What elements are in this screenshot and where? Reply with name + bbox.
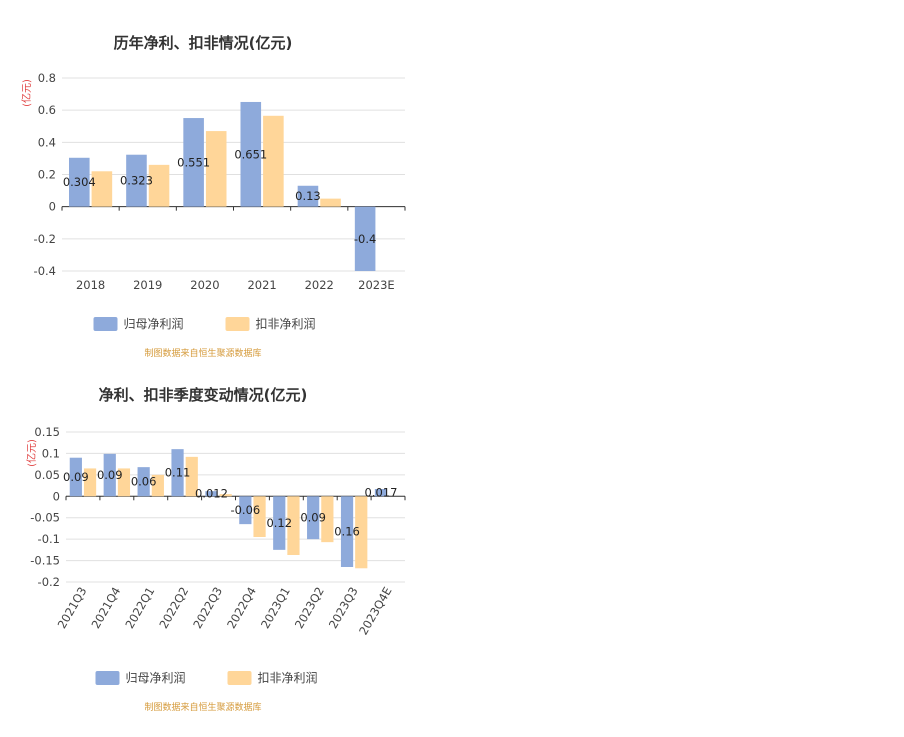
- data-label: -0.06: [230, 503, 260, 517]
- data-label: 0.017: [364, 486, 397, 500]
- data-label: 0.16: [334, 525, 360, 539]
- bar-net-profit: [171, 449, 184, 497]
- y-tick-label: -0.15: [30, 554, 60, 568]
- data-label: 0.11: [165, 466, 191, 480]
- bar-net-profit: [205, 491, 218, 497]
- data-label: 0.09: [97, 468, 123, 482]
- data-label: 0.323: [120, 174, 153, 188]
- y-tick-label: 0.6: [38, 103, 56, 117]
- x-tick-label: 2020: [190, 278, 219, 292]
- y-axis-unit-label: (亿元): [20, 79, 33, 107]
- annual-profit-bar-chart: 历年净利、扣非情况(亿元) (亿元) 0.8 0.6 0.4 0.2 0 -0.2 -0.4 20…: [20, 34, 406, 359]
- legend-label: 扣非净利润: [258, 671, 318, 685]
- bar-deducted-profit: [321, 496, 334, 543]
- bar-deducted-profit: [253, 496, 266, 537]
- y-tick-label: -0.4: [34, 264, 56, 278]
- data-label: 0.12: [266, 516, 292, 530]
- quarterly-growth-line-chart: 净利、扣非同比增长率季度变动情况(%)%5000-500-1,000-1,500…: [452, 368, 904, 737]
- data-label: 0.651: [234, 147, 267, 161]
- bar-deducted-profit: [148, 164, 170, 207]
- legend-swatch-net-profit: [95, 671, 120, 685]
- bar-deducted-profit: [355, 496, 368, 569]
- y-tick-label: 0.8: [38, 71, 56, 85]
- chart-title: 历年净利、扣非情况(亿元): [114, 34, 293, 52]
- legend-swatch-net-profit: [93, 317, 118, 331]
- bar-deducted-profit: [185, 456, 198, 497]
- bar-deducted-profit: [205, 131, 227, 207]
- bar-deducted-profit: [83, 468, 97, 497]
- x-tick-label: 2022Q2: [156, 585, 191, 632]
- y-tick-label: -0.2: [38, 575, 60, 589]
- y-tick-label: 0.1: [42, 446, 60, 460]
- data-label: 0.09: [300, 511, 326, 525]
- y-tick-label: 0: [53, 489, 60, 503]
- x-tick-label: 2021: [247, 278, 276, 292]
- y-tick-label: -0.2: [34, 232, 56, 246]
- x-tick-label: 2023Q4E: [356, 585, 395, 638]
- legend-swatch-deducted-profit: [225, 317, 250, 331]
- y-tick-label: 0.15: [34, 425, 60, 439]
- x-tick-label: 2018: [76, 278, 105, 292]
- x-tick-label: 2021Q3: [55, 585, 90, 632]
- data-label: 0.13: [295, 189, 321, 203]
- legend-label: 扣非净利润: [256, 317, 316, 331]
- bar-net-profit: [239, 496, 252, 525]
- x-tick-label: 2023E: [358, 278, 395, 292]
- bar-net-profit: [69, 157, 90, 207]
- data-label: 0.06: [131, 475, 157, 489]
- bar-net-profit: [307, 496, 320, 540]
- source-note: 制图数据来自恒生聚源数据库: [144, 347, 261, 359]
- annual-growth-line-chart: 历年净利、扣非同比增长情况(%)%1000-100-200-300-400-50…: [452, 0, 904, 368]
- data-label: 0.012: [195, 487, 228, 501]
- bar-net-profit: [137, 467, 150, 497]
- bar-net-profit: [297, 185, 319, 207]
- data-label: -0.4: [354, 232, 376, 246]
- x-tick-label: 2023Q1: [258, 585, 293, 632]
- y-tick-label: 0: [49, 200, 56, 214]
- data-label: 0.551: [177, 155, 210, 169]
- bar-deducted-profit: [320, 198, 341, 207]
- bar-deducted-profit: [91, 171, 113, 207]
- y-tick-label: 0.05: [34, 468, 60, 482]
- bar-net-profit: [374, 489, 388, 497]
- x-tick-label: 2021Q4: [89, 585, 124, 632]
- bar-deducted-profit: [117, 468, 131, 497]
- chart-title: 净利、扣非季度变动情况(亿元): [99, 386, 308, 404]
- bar-net-profit: [240, 101, 262, 207]
- y-tick-label: -0.05: [30, 511, 60, 525]
- y-tick-label: -0.1: [38, 532, 60, 546]
- y-tick-label: 0.4: [38, 135, 56, 149]
- y-axis-unit-label: (亿元): [25, 439, 38, 467]
- bar-deducted-profit: [151, 474, 164, 497]
- bar-net-profit: [103, 453, 116, 497]
- quarterly-profit-bar-chart: 净利、扣非季度变动情况(亿元) (亿元)0.15 0.1 0.05 0 -0.05 -0.1…: [25, 386, 406, 713]
- bar-net-profit: [126, 154, 147, 207]
- legend-label: 归母净利润: [124, 317, 184, 331]
- x-tick-label: 2022Q3: [190, 585, 225, 632]
- x-tick-label: 2023Q2: [292, 585, 327, 632]
- x-tick-label: 2022: [305, 278, 334, 292]
- data-label: 0.304: [63, 175, 96, 189]
- x-tick-label: 2022Q1: [122, 585, 157, 632]
- bar-net-profit: [69, 457, 82, 497]
- bar-net-profit: [183, 118, 204, 207]
- bar-net-profit: [273, 496, 286, 550]
- bar-deducted-profit: [287, 496, 300, 555]
- bar-net-profit: [340, 496, 354, 567]
- x-tick-label: 2023Q3: [326, 585, 361, 632]
- legend-label: 归母净利润: [126, 671, 186, 685]
- source-note: 制图数据来自恒生聚源数据库: [144, 701, 261, 713]
- x-tick-label: 2022Q4: [224, 585, 259, 632]
- bar-net-profit: [354, 206, 376, 271]
- legend-swatch-deducted-profit: [227, 671, 252, 685]
- data-label: 0.09: [63, 470, 89, 484]
- y-tick-label: 0.2: [38, 168, 56, 182]
- x-tick-label: 2019: [133, 278, 162, 292]
- bar-deducted-profit: [219, 494, 232, 497]
- bar-deducted-profit: [263, 115, 284, 207]
